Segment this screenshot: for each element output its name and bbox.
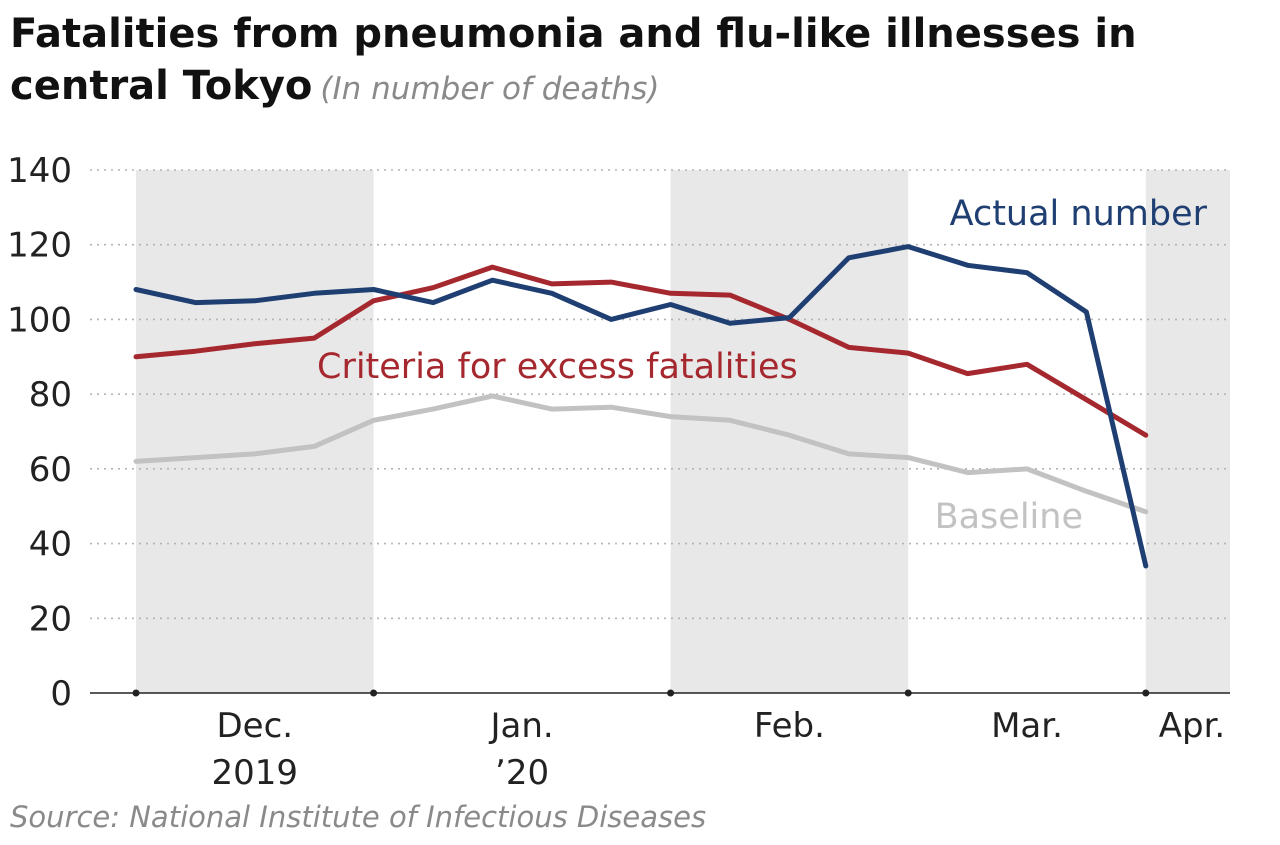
month-band-0: [136, 170, 374, 693]
series-lines: [133, 244, 1149, 569]
axes: 0 20 40 60 80 100 120 140 Dec. 2019 Jan. ’20 Feb. Mar…: [7, 151, 1230, 793]
month-band-1: [670, 170, 909, 693]
x-tick-dot-3: [904, 689, 912, 697]
y-tick-label-140: 140: [7, 151, 72, 191]
x-tick-dot-2: [667, 689, 675, 697]
x-tick-sublabel-0: 2019: [212, 753, 299, 793]
series-labels: Actual number Criteria for excess fatalit…: [317, 194, 1208, 537]
y-tick-label-60: 60: [29, 450, 72, 490]
series-label-baseline: Baseline: [935, 497, 1083, 537]
x-tick-label-1: Jan.: [488, 706, 553, 746]
month-band-2: [1145, 170, 1230, 693]
y-tick-label-120: 120: [7, 226, 72, 266]
series-line-baseline: [133, 393, 1149, 515]
y-tick-label-20: 20: [29, 599, 72, 639]
source-note: Source: National Institute of Infectious…: [10, 800, 707, 834]
x-tick-label-0: Dec.: [216, 706, 293, 746]
x-tick-sublabel-1: ’20: [495, 753, 549, 793]
series-line-actual: [133, 244, 1149, 569]
chart-subtitle: (In number of deaths): [320, 71, 660, 107]
x-tick-dot-4: [1142, 689, 1150, 697]
x-tick-label-2: Feb.: [754, 706, 825, 746]
gridlines: [90, 169, 1230, 620]
chart-title-text: Fatalities from pneumonia and flu-like i…: [10, 11, 1137, 109]
y-tick-label-100: 100: [7, 300, 72, 340]
x-tick-dot-1: [370, 689, 378, 697]
x-tick-dot-0: [132, 689, 140, 697]
y-tick-label-0: 0: [50, 674, 72, 714]
x-tick-label-3: Mar.: [991, 706, 1063, 746]
month-shading: [136, 170, 1230, 693]
chart-title: Fatalities from pneumonia and flu-like i…: [10, 8, 1270, 115]
y-tick-label-40: 40: [29, 525, 72, 565]
series-label-actual: Actual number: [950, 194, 1208, 234]
series-line-criteria: [133, 264, 1149, 438]
x-tick-label-4: Apr.: [1159, 706, 1226, 746]
y-tick-label-80: 80: [29, 375, 72, 415]
series-label-criteria: Criteria for excess fatalities: [317, 347, 798, 387]
